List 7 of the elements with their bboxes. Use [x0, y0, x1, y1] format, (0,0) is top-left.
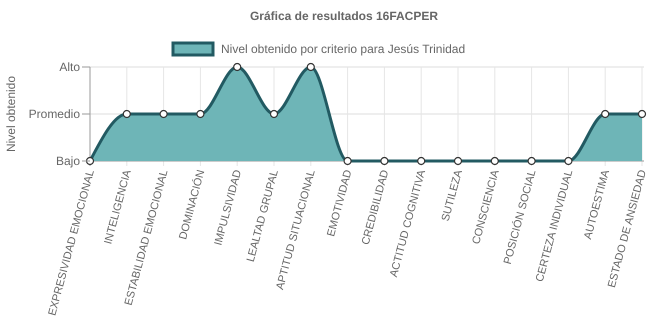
- text: Alto: [59, 60, 80, 74]
- text: Promedio: [28, 107, 80, 121]
- legend-label: Nivel obtenido por criterio para Jesús Trinidad: [221, 42, 466, 56]
- text: Bajo: [56, 154, 80, 168]
- y-axis-title: Nivel obtenido: [4, 76, 18, 152]
- x-tick-label: LEALTAD GRUPAL: [244, 168, 281, 264]
- chart-title: Gráfica de resultados 16FACPER: [250, 9, 438, 23]
